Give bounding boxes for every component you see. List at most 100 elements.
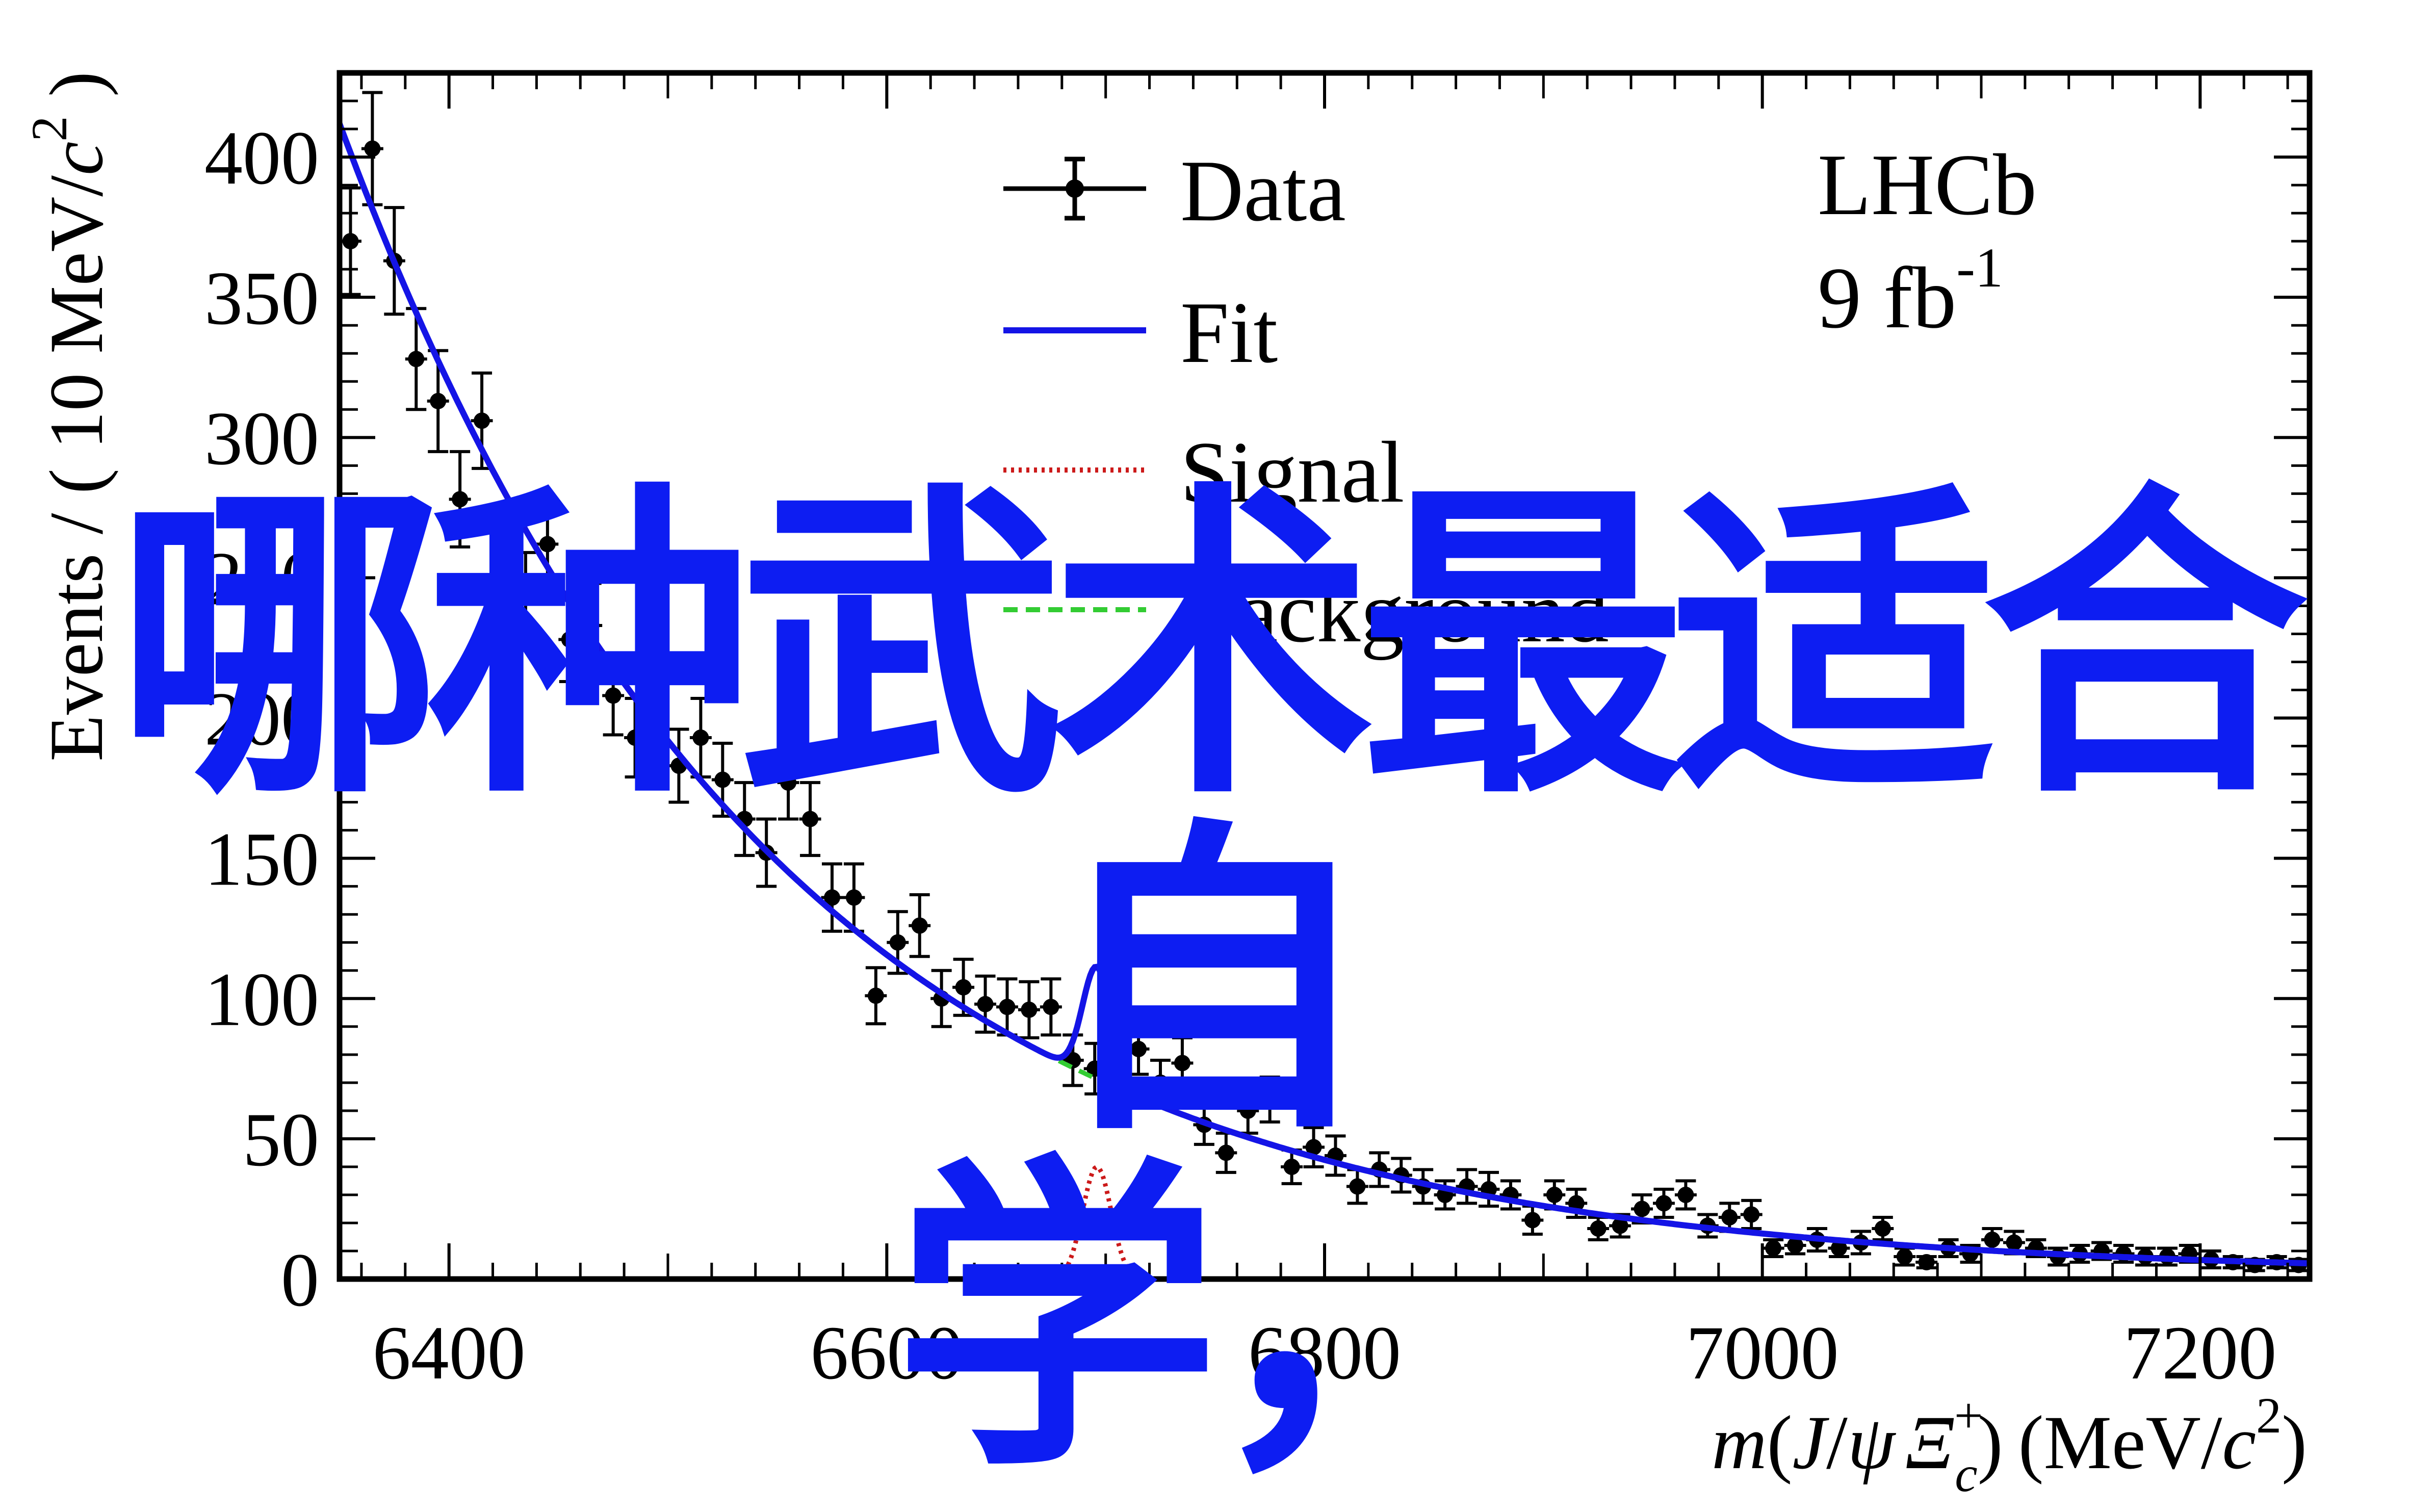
legend-data-marker bbox=[1066, 179, 1084, 198]
data-point bbox=[1830, 1240, 1847, 1257]
legend-label-fit: Fit bbox=[1180, 284, 1278, 381]
y-tick-label: 100 bbox=[204, 957, 319, 1042]
x-title-units: (MeV/ bbox=[2018, 1400, 2222, 1485]
x-title-end: ) bbox=[2282, 1400, 2307, 1485]
legend-label-data: Data bbox=[1180, 143, 1346, 240]
data-point bbox=[1239, 1102, 1256, 1119]
data-point bbox=[2006, 1234, 2023, 1251]
luminosity-value: 9 fb bbox=[1818, 250, 1956, 347]
data-point bbox=[1787, 1237, 1804, 1254]
data-point bbox=[1984, 1231, 2001, 1248]
x-title-sup: + bbox=[1954, 1387, 1983, 1444]
x-title-close: ) bbox=[1978, 1400, 2003, 1485]
data-point bbox=[845, 889, 862, 906]
data-point bbox=[561, 631, 578, 648]
x-title-two: 2 bbox=[2256, 1387, 2282, 1444]
data-point bbox=[1108, 1068, 1125, 1085]
luminosity-exponent: -1 bbox=[1956, 237, 2003, 299]
data-point bbox=[1152, 1074, 1169, 1091]
data-point bbox=[714, 771, 731, 788]
x-title-sub: c bbox=[1955, 1446, 1977, 1502]
y-title-text: Events / ( 10 MeV/ bbox=[34, 175, 119, 762]
data-layer bbox=[340, 91, 2310, 1273]
data-point bbox=[627, 729, 643, 746]
data-point bbox=[999, 999, 1016, 1015]
legend-label-background: Background bbox=[1180, 564, 1609, 661]
data-point bbox=[1349, 1178, 1366, 1195]
x-tick-label: 6400 bbox=[373, 1311, 526, 1395]
data-point bbox=[1743, 1206, 1760, 1223]
y-tick-label: 350 bbox=[204, 256, 319, 341]
legend-label-signal: Signal bbox=[1180, 424, 1405, 521]
data-point bbox=[824, 889, 840, 906]
x-tick-label: 7000 bbox=[1686, 1311, 1839, 1395]
data-point bbox=[1634, 1201, 1650, 1217]
legend-entry-fit: Fit bbox=[1003, 284, 1278, 381]
data-point bbox=[1524, 1212, 1541, 1229]
data-point bbox=[692, 729, 709, 746]
data-point bbox=[889, 934, 906, 951]
data-point bbox=[1918, 1254, 1935, 1270]
data-point bbox=[452, 491, 469, 508]
y-tick-label: 200 bbox=[204, 677, 319, 762]
data-point bbox=[1655, 1195, 1672, 1212]
data-point bbox=[1874, 1220, 1891, 1237]
data-point bbox=[1261, 1091, 1278, 1108]
data-point bbox=[408, 351, 425, 368]
data-point bbox=[430, 393, 447, 409]
y-tick-label: 50 bbox=[243, 1098, 319, 1182]
x-tick-label: 6800 bbox=[1248, 1311, 1401, 1395]
data-point bbox=[496, 541, 512, 558]
x-tick-label: 7200 bbox=[2123, 1311, 2276, 1395]
plot-frame bbox=[336, 70, 2313, 1282]
data-point bbox=[1218, 1144, 1234, 1161]
data-point bbox=[1612, 1217, 1628, 1234]
data-point bbox=[1765, 1240, 1782, 1257]
data-point bbox=[649, 696, 665, 713]
data-point bbox=[802, 811, 819, 827]
data-point bbox=[955, 979, 972, 996]
x-title-slash: / bbox=[1826, 1400, 1848, 1485]
data-point bbox=[867, 987, 884, 1004]
y-tick-label: 400 bbox=[204, 116, 319, 200]
ticks-layer bbox=[340, 73, 2310, 1281]
data-point bbox=[517, 589, 534, 606]
y-tick-label: 300 bbox=[204, 396, 319, 481]
y-title-end: ) bbox=[34, 71, 119, 116]
x-title-xi: Ξ bbox=[1905, 1400, 1954, 1485]
data-point bbox=[539, 536, 556, 553]
legend-entry-signal: Signal bbox=[1003, 424, 1405, 521]
tick-labels: 6400 6600 6800 7000 7200 0 50 100 150 200 250 300 35… bbox=[204, 116, 2276, 1395]
y-tick-label: 150 bbox=[204, 817, 319, 902]
curves-layer bbox=[336, 122, 2310, 1282]
data-point bbox=[1174, 1055, 1190, 1072]
x-title-m: m bbox=[1712, 1400, 1767, 1485]
x-title-psi: ψ bbox=[1848, 1400, 1897, 1485]
data-point bbox=[1283, 1158, 1300, 1175]
data-point bbox=[1677, 1186, 1694, 1203]
data-point bbox=[1721, 1209, 1738, 1226]
y-tick-label: 0 bbox=[281, 1238, 319, 1322]
fit-curve bbox=[336, 122, 2310, 1267]
data-point bbox=[1130, 1040, 1147, 1057]
y-title-c: c bbox=[34, 141, 119, 175]
data-point bbox=[1590, 1220, 1607, 1237]
data-point bbox=[1086, 1060, 1103, 1077]
data-point bbox=[977, 996, 994, 1012]
legend: Data Fit Signal Background bbox=[1003, 143, 1609, 661]
data-point bbox=[1021, 1001, 1038, 1018]
y-title-exp: 2 bbox=[21, 116, 77, 141]
x-title-c: c bbox=[2222, 1400, 2256, 1485]
legend-entry-data: Data bbox=[1003, 143, 1346, 240]
experiment-label: LHCb bbox=[1818, 137, 2037, 233]
data-point bbox=[605, 687, 621, 704]
data-point bbox=[364, 140, 381, 157]
data-point bbox=[1043, 999, 1059, 1015]
y-tick-label: 250 bbox=[204, 536, 319, 621]
y-axis-title: Events / ( 10 MeV/c2 ) bbox=[21, 71, 119, 762]
data-point bbox=[780, 774, 797, 791]
data-point bbox=[1305, 1139, 1322, 1156]
data-point bbox=[1546, 1186, 1563, 1203]
x-title-j: J bbox=[1793, 1400, 1830, 1485]
